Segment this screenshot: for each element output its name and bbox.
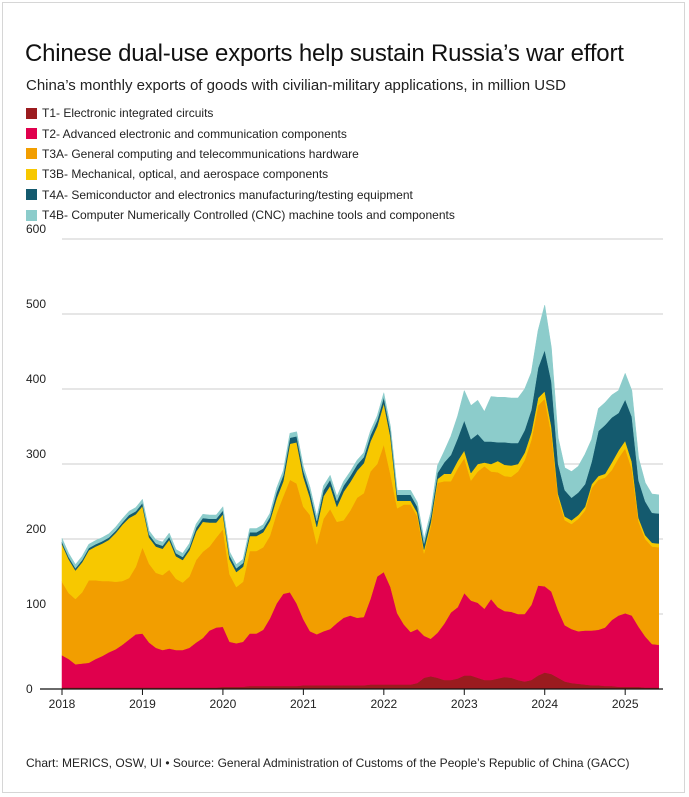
legend-swatch-t3a (26, 148, 37, 160)
x-tick-label: 2024 (531, 697, 558, 711)
y-tick-label: 600 (26, 222, 46, 236)
x-tick-label: 2025 (612, 697, 639, 711)
legend-item-t1: T1- Electronic integrated circuits (26, 103, 455, 123)
legend-label-t3a: T3A- General computing and telecommunica… (42, 146, 359, 161)
x-tick-label: 2020 (210, 697, 237, 711)
legend-label-t1: T1- Electronic integrated circuits (42, 106, 214, 121)
chart-subtitle: China’s monthly exports of goods with ci… (26, 77, 566, 94)
legend-item-t2: T2- Advanced electronic and communicatio… (26, 123, 455, 143)
x-tick-label: 2018 (49, 697, 76, 711)
legend-item-t3b: T3B- Mechanical, optical, and aerospace … (26, 164, 455, 184)
legend-swatch-t4a (26, 189, 37, 201)
legend-item-t4a: T4A- Semiconductor and electronics manuf… (26, 185, 455, 205)
legend-label-t3b: T3B- Mechanical, optical, and aerospace … (42, 167, 329, 182)
chart-title: Chinese dual-use exports help sustain Ru… (25, 40, 624, 67)
y-tick-label: 0 (26, 682, 33, 696)
legend-label-t4b: T4B- Computer Numerically Controlled (CN… (42, 208, 455, 223)
y-tick-label: 200 (26, 522, 46, 536)
y-tick-label: 500 (26, 297, 46, 311)
x-tick-label: 2021 (290, 697, 317, 711)
x-axis: 2018 2019 2020 2021 2022 2023 2024 2025 (40, 688, 663, 711)
y-tick-label: 400 (26, 372, 46, 386)
x-tick-label: 2019 (129, 697, 156, 711)
y-axis-ticks: 0 100 200 300 400 500 600 (26, 222, 46, 696)
area-t4b (61, 304, 659, 569)
legend-item-t3a: T3A- General computing and telecommunica… (26, 144, 455, 164)
y-tick-label: 100 (26, 597, 46, 611)
legend-item-t4b: T4B- Computer Numerically Controlled (CN… (26, 205, 455, 225)
y-tick-label: 300 (26, 447, 46, 461)
legend-swatch-t3b (26, 168, 37, 180)
legend-label-t4a: T4A- Semiconductor and electronics manuf… (42, 187, 413, 202)
chart-legend: T1- Electronic integrated circuits T2- A… (26, 103, 455, 225)
legend-swatch-t4b (26, 209, 37, 221)
legend-swatch-t1 (26, 107, 37, 119)
x-tick-label: 2023 (451, 697, 478, 711)
chart-source: Chart: MERICS, OSW, UI • Source: General… (26, 756, 630, 770)
legend-label-t2: T2- Advanced electronic and communicatio… (42, 126, 347, 141)
area-series (61, 304, 659, 690)
legend-swatch-t2 (26, 128, 37, 140)
x-tick-label: 2022 (370, 697, 397, 711)
